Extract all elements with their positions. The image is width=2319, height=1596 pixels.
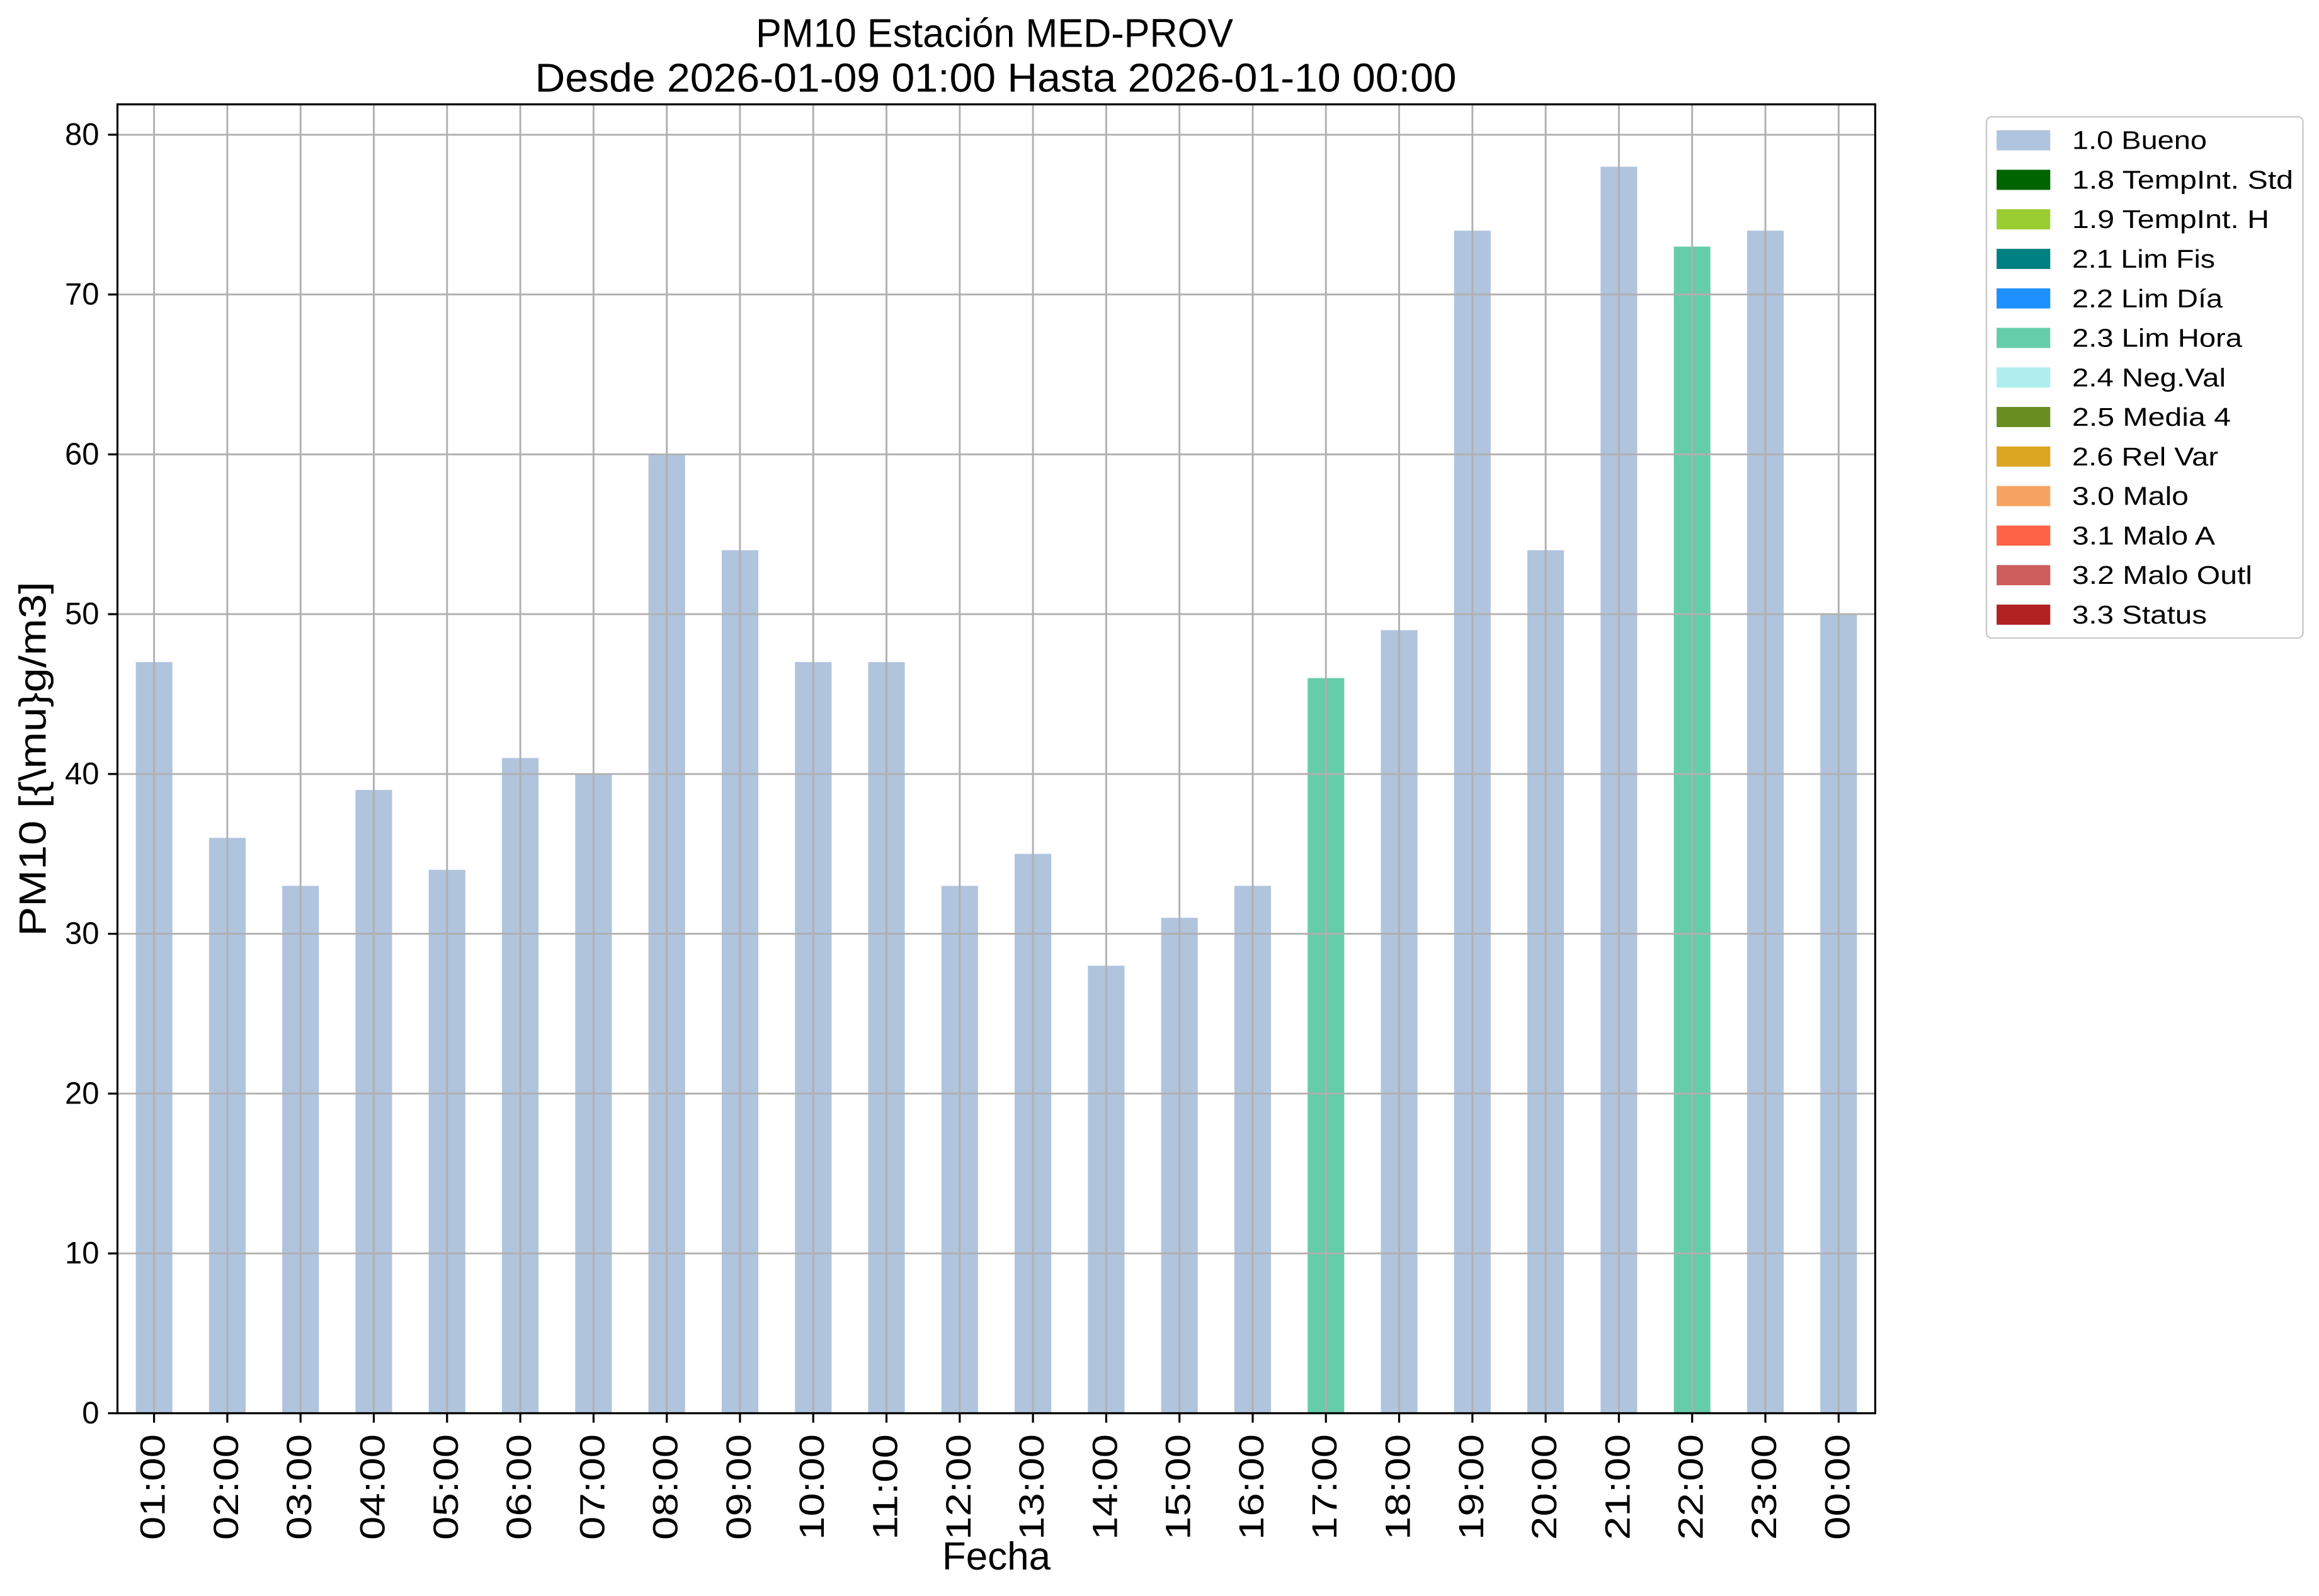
svg-text:3.2 Malo Outl: 3.2 Malo Outl xyxy=(2072,561,2252,590)
svg-text:2.1 Lim Fis: 2.1 Lim Fis xyxy=(2072,244,2215,273)
svg-text:16:00: 16:00 xyxy=(1231,1434,1271,1540)
svg-text:01:00: 01:00 xyxy=(133,1434,173,1540)
svg-text:13:00: 13:00 xyxy=(1011,1434,1051,1540)
svg-text:05:00: 05:00 xyxy=(426,1434,465,1540)
svg-text:04:00: 04:00 xyxy=(353,1434,392,1540)
svg-text:10: 10 xyxy=(65,1236,100,1270)
svg-text:70: 70 xyxy=(65,278,100,312)
svg-text:03:00: 03:00 xyxy=(279,1434,319,1540)
svg-text:Fecha: Fecha xyxy=(942,1535,1051,1578)
svg-text:2.3 Lim Hora: 2.3 Lim Hora xyxy=(2072,324,2243,353)
svg-text:20: 20 xyxy=(65,1076,100,1110)
svg-text:Desde 2026-01-09 01:00 Hasta 2: Desde 2026-01-09 01:00 Hasta 2026-01-10 … xyxy=(535,55,1457,101)
svg-text:15:00: 15:00 xyxy=(1158,1434,1198,1540)
svg-text:3.0 Malo: 3.0 Malo xyxy=(2072,482,2189,511)
svg-text:10:00: 10:00 xyxy=(792,1434,831,1540)
svg-text:30: 30 xyxy=(65,917,100,951)
svg-text:08:00: 08:00 xyxy=(646,1434,685,1540)
svg-text:PM10 Estación MED-PROV: PM10 Estación MED-PROV xyxy=(756,11,1233,56)
svg-text:3.1 Malo A: 3.1 Malo A xyxy=(2072,521,2215,550)
svg-text:23:00: 23:00 xyxy=(1744,1434,1784,1540)
svg-text:2.6 Rel Var: 2.6 Rel Var xyxy=(2072,442,2218,471)
svg-text:19:00: 19:00 xyxy=(1451,1434,1491,1540)
svg-text:02:00: 02:00 xyxy=(206,1434,246,1540)
svg-text:PM10 [{\mu}g/m3]: PM10 [{\mu}g/m3] xyxy=(11,582,54,937)
svg-text:2.2 Lim Día: 2.2 Lim Día xyxy=(2072,284,2223,313)
svg-text:20:00: 20:00 xyxy=(1524,1434,1564,1540)
svg-text:2.4 Neg.Val: 2.4 Neg.Val xyxy=(2072,363,2226,392)
svg-text:06:00: 06:00 xyxy=(499,1434,538,1540)
svg-text:3.3 Status: 3.3 Status xyxy=(2072,600,2207,629)
svg-text:40: 40 xyxy=(65,757,100,791)
svg-text:17:00: 17:00 xyxy=(1304,1434,1344,1540)
svg-text:12:00: 12:00 xyxy=(938,1434,978,1540)
svg-text:00:00: 00:00 xyxy=(1817,1434,1857,1540)
svg-text:2.5 Media 4: 2.5 Media 4 xyxy=(2072,402,2231,431)
svg-text:07:00: 07:00 xyxy=(572,1434,612,1540)
svg-text:22:00: 22:00 xyxy=(1671,1434,1711,1540)
svg-text:11:00: 11:00 xyxy=(865,1434,905,1540)
svg-text:09:00: 09:00 xyxy=(719,1434,758,1540)
svg-text:21:00: 21:00 xyxy=(1597,1434,1637,1540)
svg-text:60: 60 xyxy=(65,437,100,471)
svg-text:50: 50 xyxy=(65,597,100,631)
svg-text:1.0 Bueno: 1.0 Bueno xyxy=(2072,126,2207,155)
svg-text:80: 80 xyxy=(65,118,100,152)
svg-text:1.9 TempInt. H: 1.9 TempInt. H xyxy=(2072,205,2269,234)
svg-text:18:00: 18:00 xyxy=(1378,1434,1418,1540)
svg-text:14:00: 14:00 xyxy=(1085,1434,1124,1540)
svg-text:0: 0 xyxy=(82,1396,99,1430)
svg-text:1.8 TempInt. Std: 1.8 TempInt. Std xyxy=(2072,166,2293,195)
